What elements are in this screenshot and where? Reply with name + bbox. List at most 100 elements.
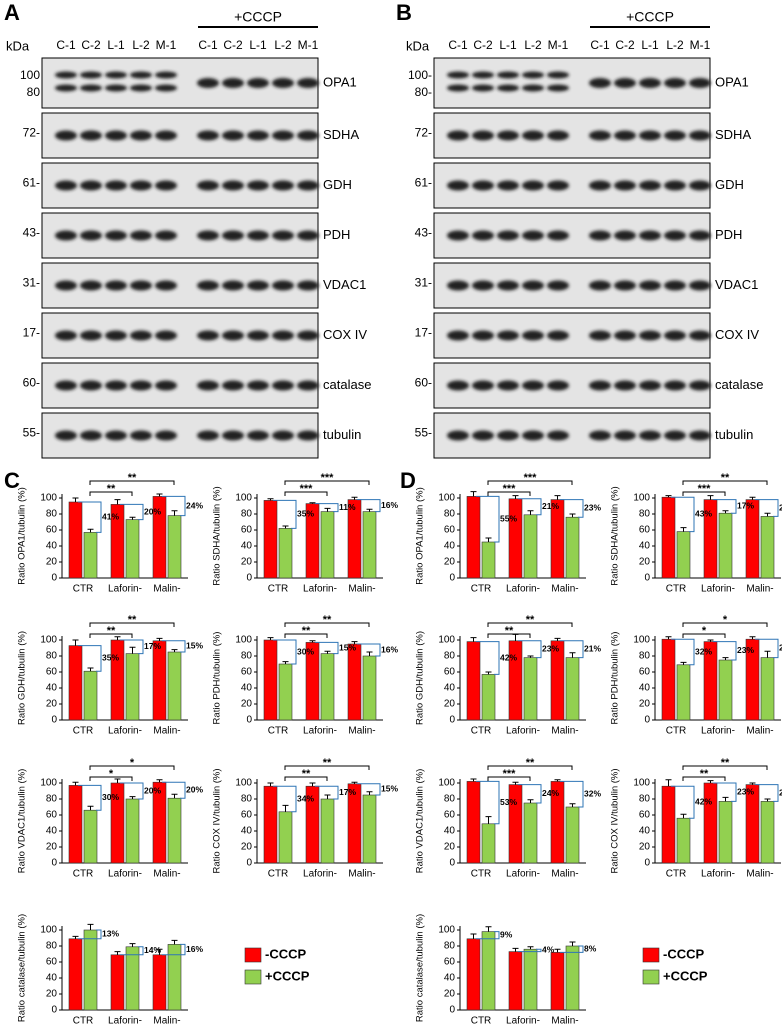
bar [466,938,481,1011]
error-bar [665,779,672,787]
blot-band [522,180,544,191]
x-tick-label: Laforin- [506,726,540,737]
significance-label: ** [526,614,535,626]
percent-label: 16% [186,944,203,954]
lane-label: M-1 [298,38,319,52]
blot-band [105,330,127,341]
blot-band [547,380,569,391]
bar [466,641,481,721]
y-tick-label: 100 [235,493,252,504]
blot-band [130,330,152,341]
x-tick-label: CTR [666,584,687,595]
x-tick-label: CTR [73,726,94,737]
y-tick-label: 60 [639,667,651,678]
mw-marker: 60- [415,376,432,390]
bar [508,951,523,1011]
blot-band [522,230,544,241]
x-tick-label: CTR [471,726,492,737]
error-bar [324,794,331,799]
y-axis-label: Ratio OPA1/tubulin (%) [17,487,28,585]
y-tick-label: 60 [444,667,456,678]
blot-band [247,280,269,291]
y-tick-label: 60 [639,810,651,821]
y-tick-label: 40 [46,683,58,694]
y-tick-label: 20 [241,842,253,853]
y-tick-label: 80 [444,509,456,520]
error-bar [129,943,136,947]
y-tick-label: 60 [46,525,58,536]
bar [362,794,377,864]
error-bar [554,948,561,953]
y-tick-label: 60 [639,525,651,536]
blot-band [589,280,611,291]
error-bar [324,650,331,654]
blot-band [80,180,102,191]
y-tick-label: 60 [444,957,456,968]
blot-band [55,280,77,291]
percent-bracket [518,640,542,659]
x-tick-label: Malin- [551,869,578,880]
significance-bracket [487,622,573,627]
error-bar [351,641,358,644]
blot-band [80,380,102,391]
lane-label: C-2 [81,38,101,52]
x-tick-label: Laforin- [701,869,735,880]
bar [83,809,98,864]
blot-band [639,230,661,241]
bar [68,501,83,579]
blot-band [55,230,77,241]
error-bar [156,493,163,497]
x-tick-label: Malin- [551,726,578,737]
percent-bracket [518,784,542,804]
blot-band [197,380,219,391]
y-tick-label: 100 [438,925,455,936]
blot-band [447,130,469,141]
y-axis-label: Ratio catalase/tubulin (%) [17,914,28,1022]
blot-band [130,71,152,79]
blot-band [222,280,244,291]
lane-label: L-1 [499,38,517,52]
blot-band [55,71,77,79]
blot-band [664,230,686,241]
blot-band [130,84,152,92]
mw-marker: 60- [23,376,40,390]
significance-bracket [89,480,175,485]
blot-band [105,380,127,391]
blot-band [639,180,661,191]
significance-label: ** [721,472,730,484]
bar [481,674,496,721]
y-tick-label: 0 [51,858,57,869]
blot-band [130,180,152,191]
protein-label: catalase [323,377,371,392]
percent-bracket [476,495,500,543]
blot-band [664,380,686,391]
blot-band [639,78,661,88]
bar [718,659,733,721]
protein-label: SDHA [715,127,751,142]
legend-swatch [244,969,262,985]
percent-label: 34% [297,793,314,803]
blot-band [522,84,544,92]
blot-band [689,130,711,141]
blot-band [222,380,244,391]
blot-band [522,380,544,391]
percent-label: 53% [500,797,517,807]
x-tick-label: CTR [73,584,94,595]
blot-band [589,380,611,391]
error-bar [722,510,729,514]
blot-band [197,230,219,241]
error-bar [351,781,358,784]
bar [661,496,676,579]
lane-label: C-2 [473,38,493,52]
significance-label: *** [300,483,314,495]
significance-bracket [682,765,768,770]
blot-band [497,180,519,191]
blot-band [222,180,244,191]
y-tick-label: 60 [241,525,253,536]
y-axis-label: Ratio SDHA/tubulin (%) [610,486,621,585]
kda-label: kDa [406,38,430,53]
bar [466,496,481,579]
mw-marker: 80 [27,85,41,99]
y-tick-label: 20 [444,557,456,568]
blot-band [222,78,244,88]
